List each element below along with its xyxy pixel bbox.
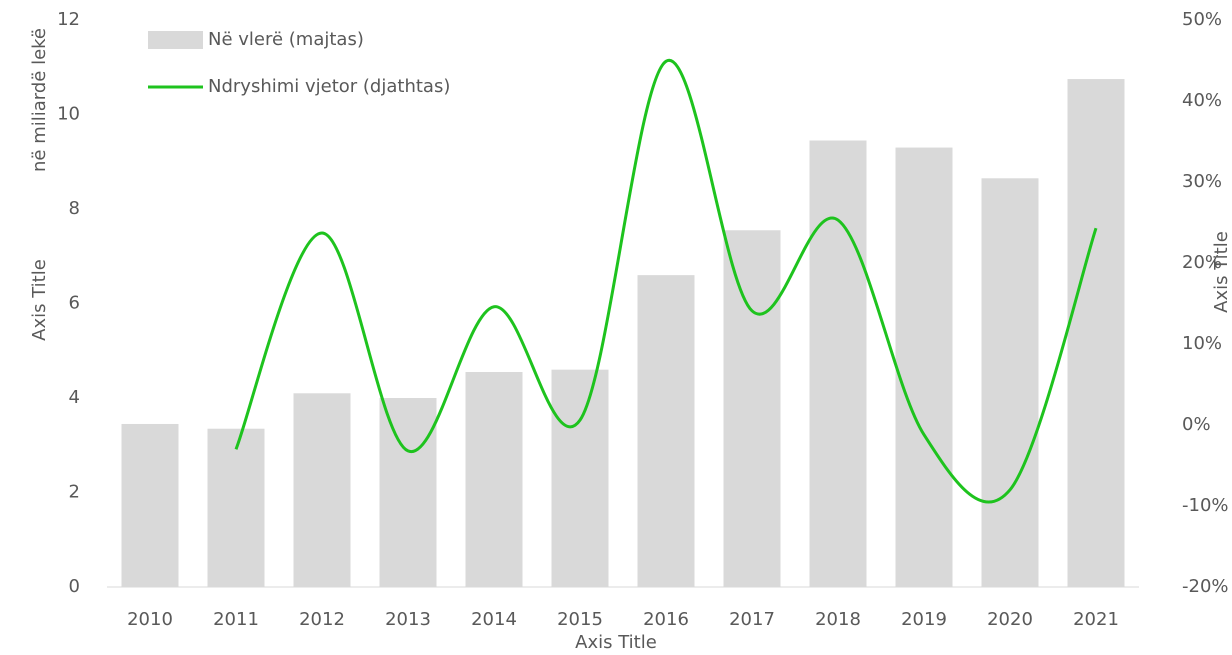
bar xyxy=(723,230,781,587)
y-tick-label: 2 xyxy=(69,482,80,503)
y2-tick-label: -20% xyxy=(1182,576,1229,597)
x-tick-label: 2019 xyxy=(901,609,947,630)
y2-tick-label: 0% xyxy=(1182,414,1211,435)
legend-label: Ndryshimi vjetor (djathtas) xyxy=(208,76,450,97)
y-tick-label: 12 xyxy=(57,9,80,30)
bar xyxy=(121,423,179,587)
y-tick-label: 0 xyxy=(69,576,80,597)
x-tick-label: 2010 xyxy=(127,609,173,630)
y-axis-unit: në miliardë lekë xyxy=(29,28,50,172)
bar xyxy=(293,393,351,587)
x-tick-label: 2013 xyxy=(385,609,431,630)
bar xyxy=(465,372,523,587)
bar xyxy=(1067,79,1125,587)
y-tick-label: 4 xyxy=(69,387,80,408)
y2-tick-label: -10% xyxy=(1182,495,1229,516)
legend-label: Në vlerë (majtas) xyxy=(208,29,364,50)
y2-axis-title: Axis Title xyxy=(1211,231,1232,313)
y2-tick-label: 50% xyxy=(1182,9,1222,30)
y-tick-label: 6 xyxy=(69,293,80,314)
x-tick-label: 2018 xyxy=(815,609,861,630)
x-tick-label: 2020 xyxy=(987,609,1033,630)
y2-tick-label: 20% xyxy=(1182,252,1222,273)
legend-swatch xyxy=(148,31,203,49)
x-tick-label: 2011 xyxy=(213,609,259,630)
bar xyxy=(379,398,437,587)
bar xyxy=(207,428,265,587)
line xyxy=(234,59,1098,504)
x-tick-label: 2017 xyxy=(729,609,775,630)
bar xyxy=(637,275,695,587)
bar xyxy=(895,147,953,587)
x-tick-label: 2016 xyxy=(643,609,689,630)
x-tick-label: 2014 xyxy=(471,609,517,630)
y-tick-label: 10 xyxy=(57,104,80,125)
bar xyxy=(981,178,1039,587)
x-axis-title: Axis Title xyxy=(575,632,657,653)
bar xyxy=(809,140,867,588)
y-axis-title: Axis Title xyxy=(29,259,50,341)
y2-tick-label: 30% xyxy=(1182,171,1222,192)
x-tick-label: 2015 xyxy=(557,609,603,630)
x-tick-label: 2012 xyxy=(299,609,345,630)
x-tick-label: 2021 xyxy=(1073,609,1119,630)
y-tick-label: 8 xyxy=(69,198,80,219)
y2-tick-label: 40% xyxy=(1182,90,1222,111)
bar xyxy=(551,369,609,587)
y2-tick-label: 10% xyxy=(1182,333,1222,354)
